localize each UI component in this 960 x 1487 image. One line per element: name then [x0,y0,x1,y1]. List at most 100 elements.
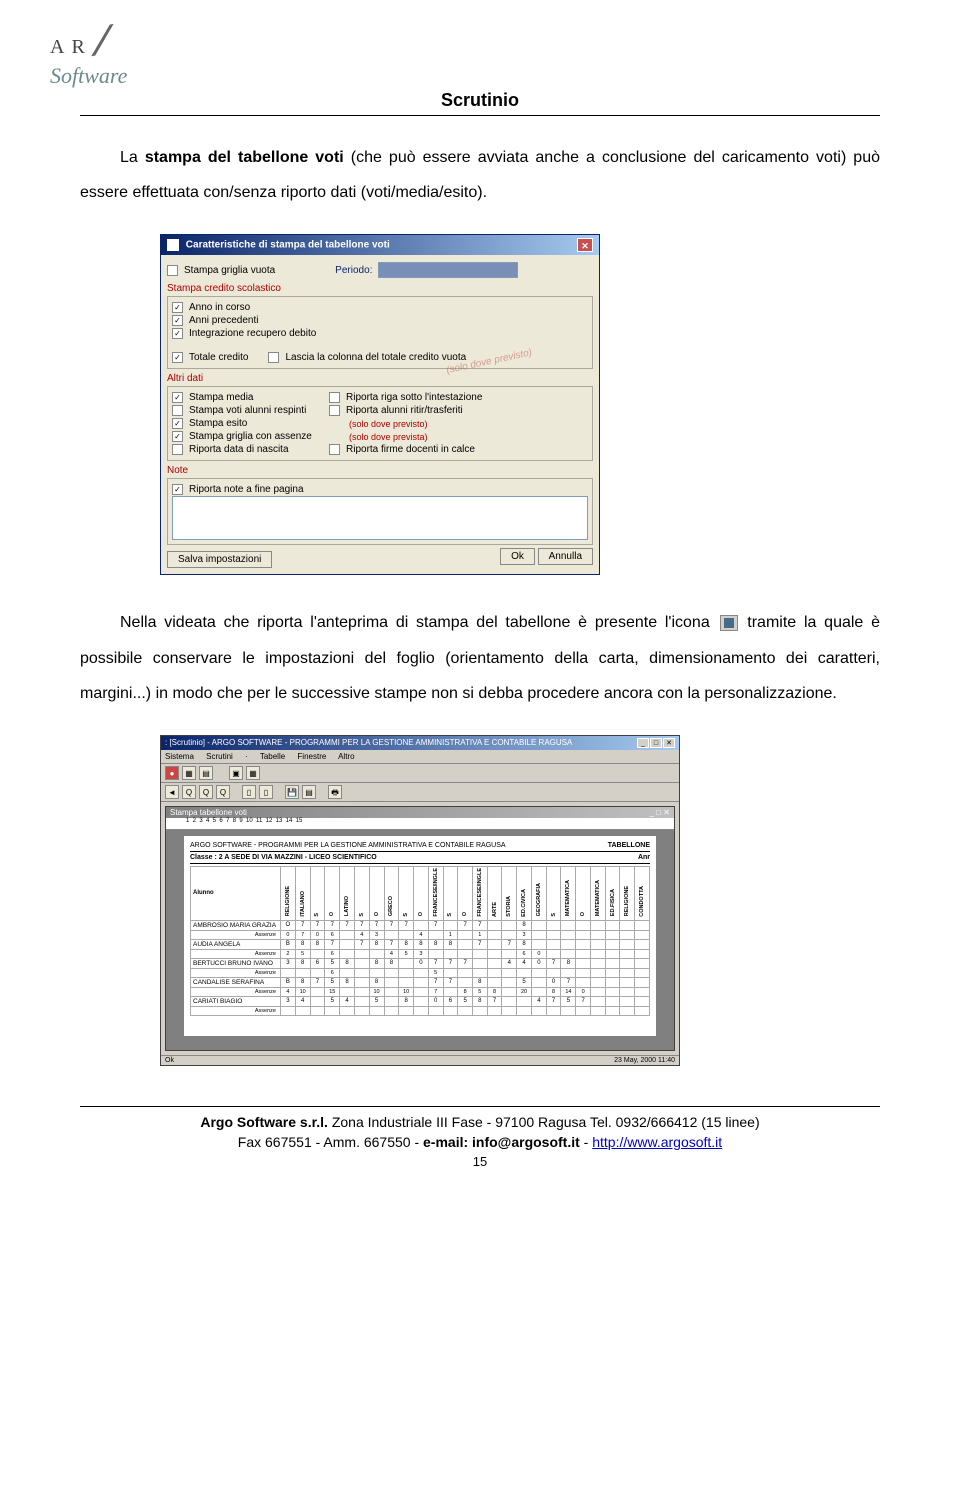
tool-icon[interactable]: ▤ [302,785,316,799]
cell-abs [605,949,620,958]
table-row-absences: Assenze0706434113 [191,930,650,939]
cell-abs [591,949,606,958]
checkbox[interactable]: ✓ [172,431,183,442]
zoom-out-icon[interactable]: Q [182,785,196,799]
checkbox[interactable]: ✓ [172,484,183,495]
cell-grade: 7 [310,977,325,987]
tool-icon[interactable]: ▦ [246,766,260,780]
cell-abs [487,1006,502,1015]
col-subject: GEOGRAFIA [532,866,547,920]
doc-header: ARGO SOFTWARE - PROGRAMMI PER LA GESTION… [190,842,650,852]
stop-icon[interactable]: ● [165,766,179,780]
cell-grade [620,920,635,930]
page-icon[interactable]: ▯ [259,785,273,799]
tool-icon[interactable]: ▣ [229,766,243,780]
close-icon[interactable]: ✕ [577,238,593,252]
opt-note-fine: Riporta note a fine pagina [189,484,304,495]
menu-sistema[interactable]: Sistema [165,752,194,761]
cell-name: BERTUCCI BRUNO IVANO [191,958,281,968]
cell-abs [295,968,310,977]
cell-grade [502,977,517,987]
cell-abs [561,968,576,977]
checkbox[interactable] [329,392,340,403]
doc-class-right: Anr [638,854,650,861]
checkbox[interactable] [172,444,183,455]
ok-button[interactable]: Ok [500,548,535,565]
table-row-absences: Assenze25645360 [191,949,650,958]
cell-grade [576,977,591,987]
checkbox[interactable]: ✓ [172,418,183,429]
cell-abs [591,930,606,939]
cell-grade [384,996,399,1006]
zoom-icon[interactable]: Q [216,785,230,799]
col-subject: O [458,866,473,920]
cell-abs [354,949,369,958]
group-note: ✓ Riporta note a fine pagina [167,478,593,545]
cell-grade: 7 [443,958,458,968]
window-titlebar: : [Scrutinio] - ARGO SOFTWARE - PROGRAMM… [161,736,679,750]
footer-company: Argo Software s.r.l. [200,1114,328,1130]
note-textarea[interactable] [172,496,588,540]
nav-icon[interactable]: ◄ [165,785,179,799]
periodo-combo[interactable] [378,262,518,278]
opt-ritir: Riporta alunni ritir/trasferiti [346,405,463,416]
cell-abs [458,949,473,958]
cell-abs [635,1006,650,1015]
tool-icon[interactable]: ▦ [182,766,196,780]
cell-grade [414,977,429,987]
checkbox[interactable]: ✓ [172,302,183,313]
checkbox[interactable] [172,405,183,416]
cell-grade: 8 [399,939,414,949]
cell-grade: 7 [472,920,487,930]
cell-abs [384,930,399,939]
print-icon[interactable]: 🖶 [328,785,342,799]
table-row-absences: Assenze65 [191,968,650,977]
table-row-absences: Assenze4101510107858208140 [191,987,650,996]
menu-finestre[interactable]: Finestre [297,752,326,761]
page-icon[interactable]: ▯ [242,785,256,799]
save-button[interactable]: Salva impostazioni [167,551,272,568]
cell-abs [635,949,650,958]
cell-abs [443,949,458,958]
minimize-icon[interactable]: _ [637,738,649,748]
cell-abs [620,949,635,958]
close-icon[interactable]: ✕ [663,808,670,817]
cell-grade: 8 [399,996,414,1006]
footer-link[interactable]: http://www.argosoft.it [592,1134,722,1150]
cell-grade [458,977,473,987]
checkbox[interactable]: ✓ [172,392,183,403]
cell-abs: 6 [325,930,340,939]
cell-grade [399,958,414,968]
checkbox[interactable]: ✓ [172,328,183,339]
cell-grade [458,939,473,949]
opt-esito: Stampa esito [189,418,329,429]
checkbox[interactable] [268,352,279,363]
menu-altro[interactable]: Altro [338,752,354,761]
minimize-icon[interactable]: _ [650,808,654,817]
save-icon[interactable]: 💾 [285,785,299,799]
cancel-button[interactable]: Annulla [538,548,593,565]
cell-abs [414,1006,429,1015]
checkbox[interactable]: ✓ [172,352,183,363]
cell-grade [532,920,547,930]
checkbox[interactable]: ✓ [172,315,183,326]
maximize-icon[interactable]: □ [656,808,661,817]
maximize-icon[interactable]: □ [650,738,662,748]
tool-icon[interactable]: ▤ [199,766,213,780]
zoom-in-icon[interactable]: Q [199,785,213,799]
checkbox[interactable] [329,444,340,455]
checkbox[interactable] [329,405,340,416]
dialog-titlebar: Caratteristiche di stampa del tabellone … [161,235,599,255]
cell-abs [472,968,487,977]
checkbox[interactable] [167,265,178,276]
cell-grade: 7 [325,920,340,930]
menu-scrutini[interactable]: Scrutini [206,752,233,761]
toolbar-2: ◄ Q Q Q ▯ ▯ 💾 ▤ 🖶 [161,783,679,802]
menu-tabelle[interactable]: Tabelle [260,752,285,761]
sub-window: Stampa tabellone voti _ □ ✕ 1 2 3 4 5 6 … [165,806,675,1051]
opt-anno-corso: Anno in corso [189,302,250,313]
cell-abs [605,930,620,939]
col-subject: S [310,866,325,920]
cell-abs [576,930,591,939]
close-icon[interactable]: ✕ [663,738,675,748]
